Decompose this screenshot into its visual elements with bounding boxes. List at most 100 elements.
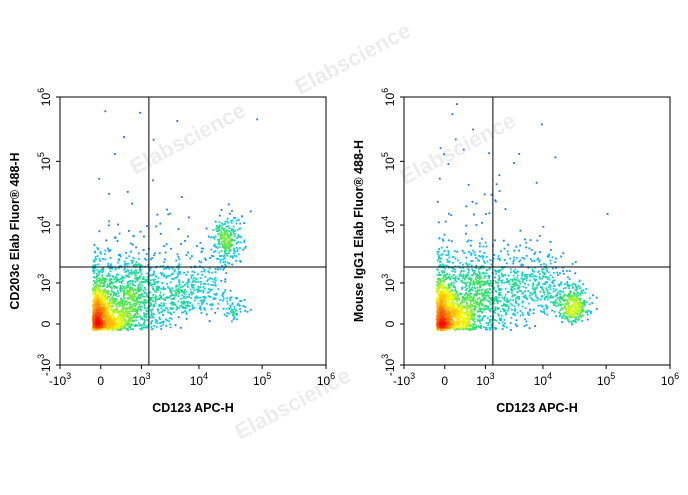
event-dot [187, 284, 189, 286]
event-dot [566, 317, 568, 319]
event-dot [237, 304, 239, 306]
event-dot [112, 329, 114, 331]
event-dot [529, 248, 531, 250]
event-dot [146, 319, 148, 321]
event-dot [474, 288, 476, 290]
event-dot [178, 301, 180, 303]
event-dot [477, 283, 479, 285]
event-dot [238, 304, 240, 306]
event-dot [474, 270, 476, 272]
event-dot [117, 274, 119, 276]
event-dot [561, 321, 563, 323]
event-dot [457, 296, 459, 298]
event-dot [554, 261, 556, 263]
event-dot [461, 276, 463, 278]
event-dot [437, 304, 439, 306]
event-dot [199, 290, 201, 292]
event-dot [178, 279, 180, 281]
event-dot [220, 225, 222, 227]
event-dot [464, 307, 466, 309]
event-dot [451, 301, 453, 303]
event-dot [511, 283, 513, 285]
event-dot [137, 316, 139, 318]
event-dot [140, 264, 142, 266]
event-dot [132, 260, 134, 262]
event-dot [96, 276, 98, 278]
event-dot [213, 281, 215, 283]
event-dot [215, 277, 217, 279]
event-dot [502, 268, 504, 270]
event-dot [164, 259, 166, 261]
event-dot [160, 233, 162, 235]
event-dot [483, 326, 485, 328]
event-dot [436, 281, 438, 283]
event-dot [479, 293, 481, 295]
event-dot [127, 286, 129, 288]
event-dot [544, 294, 546, 296]
event-dot [490, 280, 492, 282]
event-dot [111, 297, 113, 299]
event-dot [512, 261, 514, 263]
event-dot [570, 308, 572, 310]
event-dot [201, 312, 203, 314]
event-dot [93, 265, 95, 267]
event-dot [93, 317, 95, 319]
event-dot [584, 303, 586, 305]
event-dot [560, 283, 562, 285]
event-dot [507, 298, 509, 300]
event-dot [511, 304, 513, 306]
event-dot [524, 325, 526, 327]
event-dot [483, 309, 485, 311]
event-dot [94, 252, 96, 254]
event-dot [571, 296, 573, 298]
event-dot [144, 322, 146, 324]
event-dot [546, 270, 548, 272]
event-dot [533, 271, 535, 273]
event-dot [227, 303, 229, 305]
event-dot [151, 326, 153, 328]
event-dot [109, 309, 111, 311]
event-dot [530, 274, 532, 276]
event-dot [132, 305, 134, 307]
event-dot [149, 292, 151, 294]
event-dot [198, 303, 200, 305]
event-dot [557, 274, 559, 276]
event-dot [457, 311, 459, 313]
event-dot [504, 259, 506, 261]
event-dot [225, 221, 227, 223]
event-dot [134, 281, 136, 283]
event-dot [526, 324, 528, 326]
event-dot [438, 237, 440, 239]
event-dot [231, 264, 233, 266]
event-dot [466, 274, 468, 276]
event-dot [171, 301, 173, 303]
event-dot [569, 317, 571, 319]
event-dot [226, 300, 228, 302]
event-dot [125, 252, 127, 254]
event-dot [228, 204, 230, 206]
event-dot [112, 275, 114, 277]
event-dot [141, 281, 143, 283]
event-dot [481, 295, 483, 297]
event-dot [109, 302, 111, 304]
event-dot [104, 329, 106, 331]
event-dot [510, 268, 512, 270]
event-dot [444, 293, 446, 295]
event-dot [104, 289, 106, 291]
event-dot [163, 294, 165, 296]
event-dot [229, 250, 231, 252]
event-dot [505, 208, 507, 210]
event-dot [153, 254, 155, 256]
event-dot [436, 298, 438, 300]
event-dot [552, 276, 554, 278]
event-dot [191, 277, 193, 279]
event-dot [104, 250, 106, 252]
event-dot [534, 278, 536, 280]
event-dot [575, 261, 577, 263]
event-dot [129, 326, 131, 328]
event-dot [226, 297, 228, 299]
event-dot [523, 296, 525, 298]
event-dot [596, 297, 598, 299]
event-dot [172, 307, 174, 309]
event-dot [229, 305, 231, 307]
